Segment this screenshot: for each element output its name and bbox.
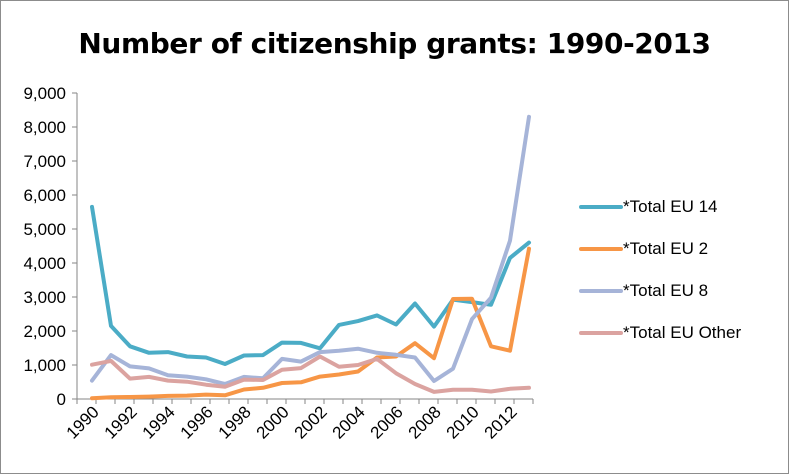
- x-tick-label: 2010: [443, 402, 483, 442]
- x-tick-label: 1996: [177, 402, 217, 442]
- legend-label: *Total EU 14: [623, 197, 718, 216]
- y-tick-label: 8,000: [23, 118, 66, 137]
- x-tick-label: 2004: [329, 402, 369, 442]
- legend-label: *Total EU 8: [623, 281, 709, 300]
- legend-item-total-eu-other: *Total EU Other: [579, 319, 784, 361]
- y-tick-label: 0: [57, 390, 66, 409]
- legend-swatch: [579, 247, 623, 251]
- x-tick-label: 2000: [253, 402, 293, 442]
- legend-label: *Total EU Other: [623, 323, 742, 342]
- y-tick-label: 6,000: [23, 186, 66, 205]
- y-tick-label: 7,000: [23, 152, 66, 171]
- chart-legend: *Total EU 14 *Total EU 2 *Total EU 8 *Total…: [579, 193, 784, 361]
- x-tick-label: 2002: [291, 402, 331, 442]
- x-tick-label: 2008: [405, 402, 445, 442]
- y-tick-label: 5,000: [23, 220, 66, 239]
- legend-swatch: [579, 331, 623, 335]
- y-tick-label: 9,000: [23, 84, 66, 103]
- legend-swatch: [579, 205, 623, 209]
- y-tick-label: 3,000: [23, 288, 66, 307]
- x-tick-label: 2006: [367, 402, 407, 442]
- series-line-total-eu-other: [90, 354, 531, 394]
- legend-item-total-eu-2: *Total EU 2: [579, 235, 784, 277]
- legend-label: *Total EU 2: [623, 239, 709, 258]
- legend-item-total-eu-14: *Total EU 14: [579, 193, 784, 235]
- legend-swatch: [579, 289, 623, 293]
- series-line-total-eu-2: [90, 246, 531, 401]
- x-tick-label: 1994: [139, 402, 179, 442]
- x-tick-label: 2012: [481, 402, 521, 442]
- y-tick-label: 4,000: [23, 254, 66, 273]
- y-tick-label: 2,000: [23, 322, 66, 341]
- chart-title: Number of citizenship grants: 1990-2013: [78, 27, 711, 60]
- legend-item-total-eu-8: *Total EU 8: [579, 277, 784, 319]
- x-tick-label: 1990: [63, 402, 103, 442]
- x-tick-label: 1992: [101, 402, 141, 442]
- series-line-total-eu-8: [90, 114, 531, 386]
- x-tick-label: 1998: [215, 402, 255, 442]
- y-tick-label: 1,000: [23, 356, 66, 375]
